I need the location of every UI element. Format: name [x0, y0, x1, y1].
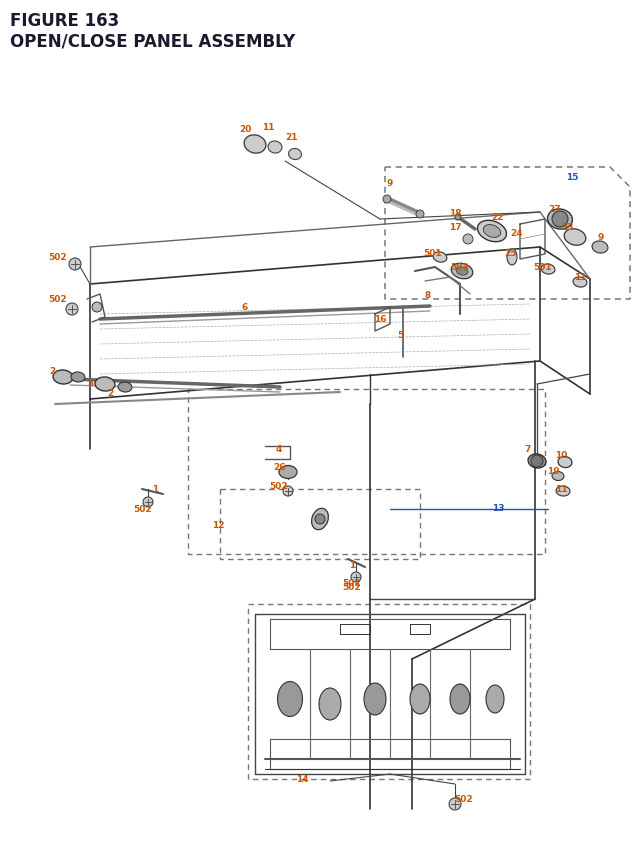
Text: 8: 8	[425, 290, 431, 299]
Circle shape	[283, 486, 293, 497]
Text: 13: 13	[492, 504, 504, 513]
Text: 501: 501	[424, 249, 442, 258]
Ellipse shape	[364, 684, 386, 715]
Text: 1: 1	[152, 485, 158, 494]
Ellipse shape	[279, 466, 297, 479]
Ellipse shape	[433, 252, 447, 263]
Text: 502: 502	[454, 795, 474, 803]
Text: 18: 18	[449, 208, 461, 217]
Text: 1: 1	[349, 560, 355, 569]
Ellipse shape	[278, 682, 303, 716]
Text: 502: 502	[49, 295, 67, 304]
Text: 2: 2	[107, 388, 113, 397]
Ellipse shape	[541, 264, 555, 275]
Ellipse shape	[573, 277, 587, 288]
Ellipse shape	[244, 136, 266, 154]
Text: 17: 17	[449, 223, 461, 232]
Text: 11: 11	[262, 122, 275, 132]
Text: 19: 19	[547, 467, 559, 476]
Ellipse shape	[552, 472, 564, 481]
Text: 11: 11	[573, 273, 586, 282]
Ellipse shape	[312, 509, 328, 530]
Text: 503: 503	[451, 263, 469, 272]
Circle shape	[416, 211, 424, 219]
Ellipse shape	[53, 370, 73, 385]
Ellipse shape	[564, 230, 586, 246]
Ellipse shape	[456, 268, 468, 276]
Ellipse shape	[410, 684, 430, 714]
Text: 7: 7	[525, 445, 531, 454]
Text: 25: 25	[504, 249, 516, 258]
Text: 501: 501	[534, 263, 552, 271]
Ellipse shape	[95, 377, 115, 392]
Text: 24: 24	[511, 228, 524, 238]
Circle shape	[531, 455, 543, 468]
Text: 14: 14	[296, 775, 308, 784]
Ellipse shape	[528, 455, 546, 468]
Circle shape	[552, 212, 568, 228]
Text: 10: 10	[555, 450, 567, 459]
Ellipse shape	[486, 685, 504, 713]
Ellipse shape	[507, 250, 517, 266]
Text: 23: 23	[562, 223, 574, 232]
Ellipse shape	[450, 684, 470, 714]
Text: 9: 9	[387, 178, 393, 188]
Text: 27: 27	[548, 205, 561, 214]
Ellipse shape	[268, 142, 282, 154]
Text: 12: 12	[212, 520, 224, 529]
Circle shape	[463, 235, 473, 245]
Ellipse shape	[118, 382, 132, 393]
Text: 2: 2	[49, 367, 55, 376]
Text: 22: 22	[491, 213, 503, 221]
Text: 3: 3	[87, 378, 93, 387]
Ellipse shape	[451, 264, 473, 280]
Text: 502: 502	[269, 482, 288, 491]
Text: 4: 4	[276, 445, 282, 454]
Text: OPEN/CLOSE PANEL ASSEMBLY: OPEN/CLOSE PANEL ASSEMBLY	[10, 32, 295, 50]
Ellipse shape	[592, 242, 608, 254]
Ellipse shape	[289, 149, 301, 160]
Circle shape	[351, 573, 361, 582]
Circle shape	[449, 798, 461, 810]
Text: 15: 15	[566, 173, 579, 183]
Circle shape	[455, 214, 461, 220]
Ellipse shape	[558, 457, 572, 468]
Circle shape	[143, 498, 153, 507]
Text: 11: 11	[555, 485, 567, 494]
Circle shape	[66, 304, 78, 316]
Ellipse shape	[71, 373, 85, 382]
Text: 16: 16	[374, 315, 387, 324]
Text: 20: 20	[239, 126, 251, 134]
Circle shape	[383, 195, 391, 204]
Circle shape	[69, 258, 81, 270]
Ellipse shape	[548, 210, 572, 230]
Text: 5: 5	[397, 330, 403, 339]
Text: 26: 26	[273, 463, 285, 472]
Text: 502: 502	[342, 582, 362, 591]
Text: FIGURE 163: FIGURE 163	[10, 12, 119, 30]
Text: 502: 502	[134, 505, 152, 514]
Ellipse shape	[477, 221, 506, 243]
Ellipse shape	[319, 688, 341, 720]
Ellipse shape	[483, 226, 500, 238]
Circle shape	[92, 303, 102, 313]
Ellipse shape	[556, 486, 570, 497]
Text: 502: 502	[342, 578, 362, 587]
Text: 9: 9	[598, 233, 604, 242]
Circle shape	[315, 514, 325, 524]
Text: 6: 6	[242, 303, 248, 313]
Text: 21: 21	[285, 133, 297, 141]
Text: 502: 502	[49, 253, 67, 263]
